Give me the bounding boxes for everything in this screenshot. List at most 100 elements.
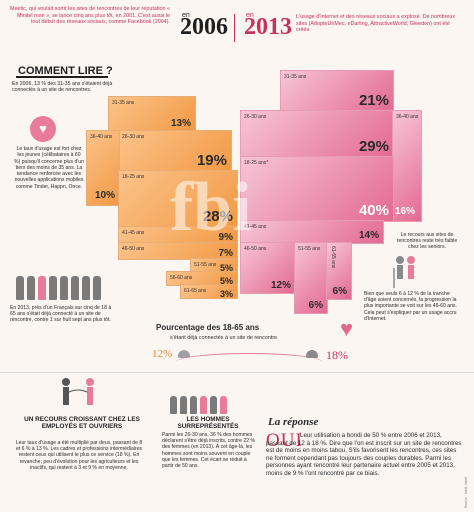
block-label: 61-65 ans (330, 246, 336, 269)
person-icon (60, 276, 68, 300)
block-label: 18-25 ans* (244, 160, 269, 166)
block-value: 13% (170, 118, 191, 129)
person-icon (49, 276, 57, 300)
comment-lire-text: En 2006, 13 % des 31-35 ans s'étaient dé… (12, 81, 113, 94)
snail-icon-right (306, 350, 318, 358)
snail-icon (178, 350, 190, 358)
block-value: 28% (202, 208, 233, 225)
block-2006-31-35: 31-35 ans 13% (108, 96, 196, 132)
year-prefix: en (182, 12, 190, 19)
person-icon (27, 276, 35, 300)
year-prefix-2013: en (246, 12, 254, 19)
block-2006-61-65: 61-65 ans 3% (180, 284, 238, 299)
young-usage-text: Le taux d'usage est fort chez les jeunes… (14, 146, 84, 190)
heading-underline (16, 76, 108, 78)
block-value: 9% (218, 232, 233, 243)
year-2013: en 2013 (244, 12, 292, 41)
couple-walking-icon (46, 376, 116, 416)
intro-right: L'usage d'Internet et des réseaux sociau… (296, 14, 456, 34)
block-2013-46-50: 46-50 ans 12% (240, 242, 296, 294)
block-label: 56-60 ans (170, 275, 193, 281)
seniors-text: Le recours aux sites de rencontres reste… (396, 232, 458, 251)
block-value: 5% (219, 276, 233, 286)
person-icon (71, 276, 79, 300)
block-label: 36-40 ans (396, 114, 419, 120)
block-value: 6% (308, 300, 323, 311)
block-2006-36-40: 36-40 ans 10% (86, 130, 120, 206)
block-label: 46-50 ans (122, 246, 145, 252)
growth-arrow (176, 353, 322, 362)
men-icons (170, 396, 230, 416)
pct-2006: 12% (152, 348, 173, 360)
bottom1-title: UN RECOURS CROISSANT CHEZ LES EMPLOYÉS E… (24, 416, 140, 431)
year-2006: en 2006 (180, 12, 228, 41)
man-icon (180, 396, 187, 414)
block-2006-46-50: 46-50 ans 7% (118, 242, 238, 260)
block-label: 51-55 ans (194, 262, 217, 268)
person-icon (93, 276, 101, 300)
person-icon-highlighted (38, 276, 46, 300)
people-2013-text: En 2013, près d'un Français sur cinq de … (10, 305, 112, 324)
block-value: 10% (94, 190, 115, 201)
person-icon (82, 276, 90, 300)
block-2006-26-30: 26-30 ans 19% (118, 130, 232, 172)
block-value: 19% (196, 152, 227, 169)
pct-title: Pourcentage des 18-65 ans (156, 323, 260, 332)
year-2013-label: 2013 (244, 14, 292, 40)
bottom1-text: Leur taux d'usage a été multiplié par de… (15, 440, 143, 471)
block-2013-26-30: 26-30 ans 29% (240, 110, 394, 158)
block-label: 26-30 ans (244, 114, 267, 120)
block-value: 21% (358, 92, 389, 109)
block-label: 46-50 ans (244, 246, 267, 252)
block-value: 5% (219, 263, 233, 273)
old-couple-icon (392, 254, 418, 290)
man-icon (210, 396, 217, 414)
bottom2-text: Parmi les 26-30 ans, 36 % des hommes déc… (162, 432, 255, 470)
block-label: 31-35 ans (284, 74, 307, 80)
block-value: 3% (219, 289, 233, 299)
watermark: fbi (170, 169, 252, 246)
block-label: 31-35 ans (112, 100, 135, 106)
block-value: 40% (358, 202, 389, 219)
block-value: 16% (395, 206, 416, 217)
block-label: 41-45 ans (244, 224, 267, 230)
block-label: 26-30 ans (122, 134, 145, 140)
block-2013-18-25: 18-25 ans* 40% (240, 156, 394, 222)
section-divider (0, 372, 474, 373)
woman-icon (200, 396, 207, 414)
block-2013-36-40: 36-40 ans 16% (392, 110, 422, 222)
person-icon (16, 276, 24, 300)
woman-icon (220, 396, 227, 414)
source-credit: Source : Ined, Insee (464, 476, 468, 508)
block-label: 41-45 ans (122, 230, 145, 236)
block-2013-51-55: 51-55 ans 6% (294, 242, 328, 314)
la-reponse-heading: La réponse (268, 416, 319, 428)
block-label: 18-25 ans (122, 174, 145, 180)
block-value: 12% (270, 280, 291, 291)
oui-label: OUI (266, 430, 303, 451)
block-label: 51-55 ans (298, 246, 321, 252)
pct-subtitle: s'étant déjà connectés à un site de renc… (170, 335, 278, 341)
block-2013-61-65: 61-65 ans 6% (326, 242, 352, 300)
block-2013-41-45: 41-45 ans 14% (240, 220, 384, 244)
pct-2013: 18% (326, 348, 348, 362)
block-value: 29% (358, 138, 389, 155)
block-2013-31-35: 31-35 ans 21% (280, 70, 394, 112)
block-value: 7% (218, 248, 233, 259)
reponse-text: Leur utilisation a bondi de 50 % entre 2… (266, 432, 462, 477)
man-icon (170, 396, 177, 414)
man-icon (190, 396, 197, 414)
block-2006-18-25: 18-25 ans 28% (118, 170, 238, 228)
comment-lire-heading: COMMENT LIRE ? (18, 65, 113, 77)
year-divider (234, 14, 235, 42)
block-value: 6% (332, 286, 347, 297)
heart-eyes-icon: ♥ (30, 116, 56, 142)
block-label: 36-40 ans (90, 134, 113, 140)
year-2006-label: 2006 (180, 14, 228, 40)
bottom2-title: LES HOMMES SURREPRÉSENTÉS (177, 416, 239, 431)
progression-text: Bien que seuls 6 à 12 % de la tranche d'… (364, 291, 457, 322)
intro-left: Meetic, qui voulait sortir les sites de … (10, 6, 171, 26)
block-label: 61-65 ans (184, 288, 207, 294)
people-icons (16, 276, 126, 302)
block-value: 14% (358, 230, 379, 241)
